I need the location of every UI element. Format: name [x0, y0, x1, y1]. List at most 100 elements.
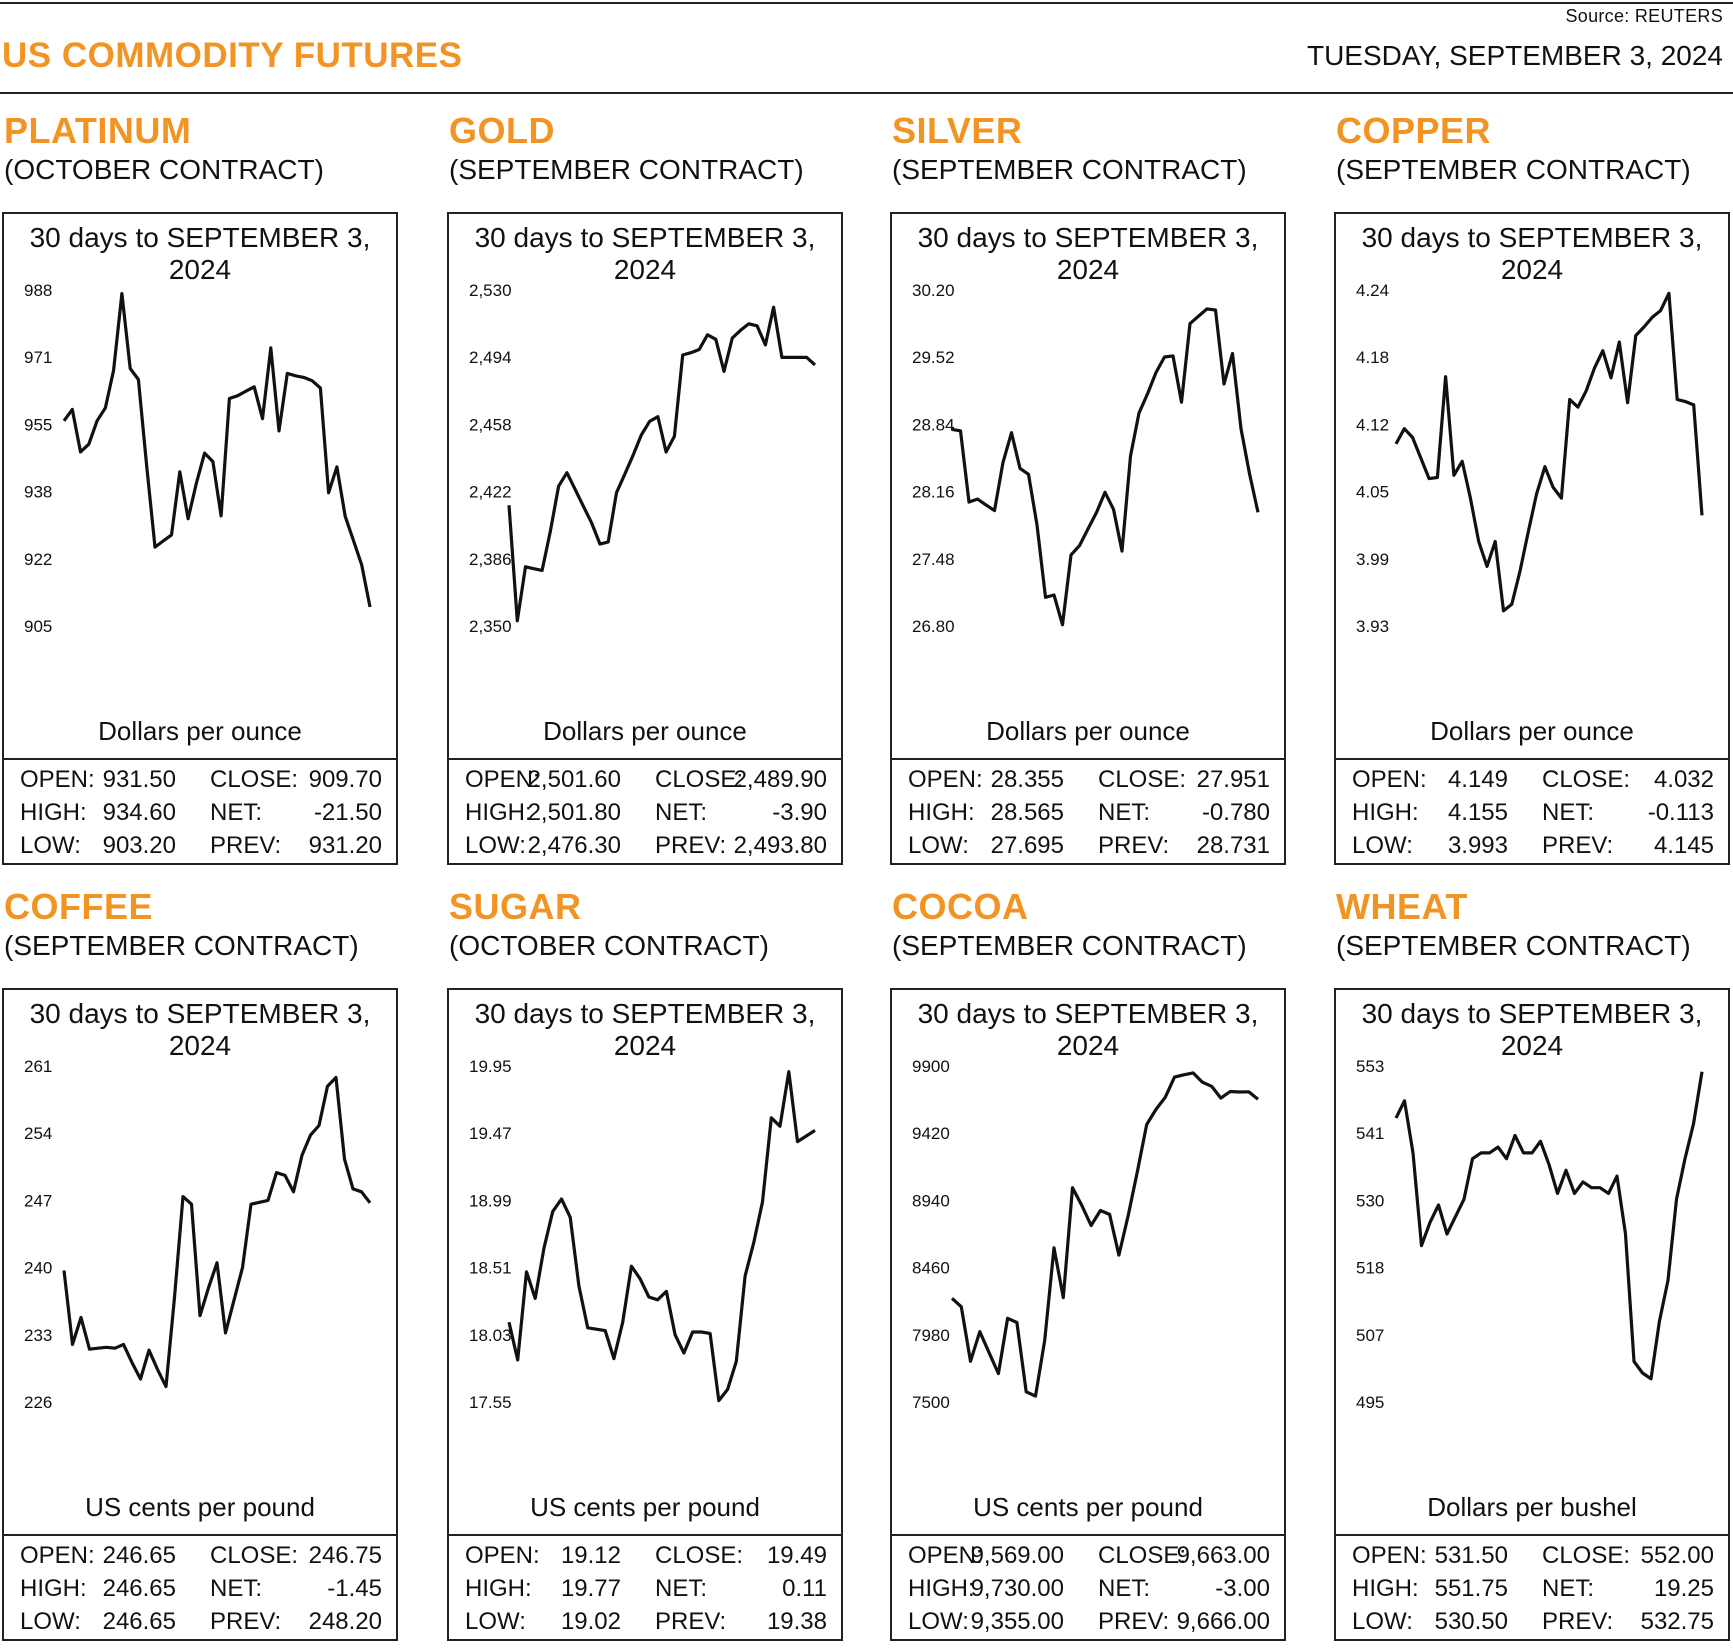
stat-value-close: 552.00 [1640, 1542, 1714, 1569]
contract-label: (SEPTEMBER CONTRACT) [4, 930, 359, 961]
stats-row: HIGH: 246.65 NET: -1.45 [4, 1575, 396, 1607]
stat-value-net: 0.11 [782, 1575, 827, 1602]
stats-row: LOW: 27.695 PREV: 28.731 [892, 832, 1284, 864]
price-series-line [1394, 291, 1704, 613]
stat-label-net: NET: [1542, 1575, 1595, 1602]
y-tick-label: 19.95 [469, 1057, 512, 1076]
stat-label-open: OPEN: [465, 766, 540, 793]
y-tick-label: 955 [24, 415, 52, 434]
chart-title: 30 days to SEPTEMBER 3, 2024 [1361, 998, 1703, 1061]
stats-row: HIGH: 19.77 NET: 0.11 [449, 1575, 841, 1607]
stat-label-net: NET: [1542, 799, 1595, 826]
stat-label-open: OPEN: [465, 1542, 540, 1569]
contract-label: (SEPTEMBER CONTRACT) [892, 154, 1247, 185]
y-tick-label: 518 [1356, 1259, 1384, 1278]
unit-label: Dollars per ounce [98, 716, 302, 746]
y-tick-label: 7500 [912, 1393, 950, 1412]
header-rule [0, 92, 1733, 94]
stat-value-close: 9,663.00 [1176, 1542, 1270, 1569]
stat-value-low: 19.02 [560, 1608, 621, 1635]
stat-label-open: OPEN: [1352, 1542, 1427, 1569]
stat-value-close: 27.951 [1196, 766, 1270, 793]
stat-label-prev: PREV: [655, 832, 727, 859]
stats-row: LOW: 3.993 PREV: 4.145 [1336, 832, 1728, 864]
stat-value-close: 4.032 [1653, 766, 1714, 793]
stat-label-low: LOW: [465, 832, 526, 859]
line-chart: 19.95 19.47 18.99 18.51 18.03 17.55 [469, 1057, 816, 1412]
unit-label: US cents per pound [85, 1492, 315, 1522]
stat-label-high: HIGH: [908, 1575, 975, 1602]
commodity-panel-silver: SILVER (SEPTEMBER CONTRACT) 30 days to S… [890, 96, 1335, 866]
stats-row: OPEN: 2,501.60 CLOSE: 2,489.90 [449, 766, 841, 798]
stat-label-high: HIGH: [465, 799, 532, 826]
y-tick-label: 8460 [912, 1259, 950, 1278]
chart-title: 30 days to SEPTEMBER 3, 2024 [474, 222, 816, 285]
stats-row: OPEN: 4.149 CLOSE: 4.032 [1336, 766, 1728, 798]
contract-label: (SEPTEMBER CONTRACT) [449, 154, 804, 185]
stat-label-prev: PREV: [655, 1608, 727, 1635]
stats-row: LOW: 2,476.30 PREV: 2,493.80 [449, 832, 841, 864]
line-chart: 988 971 955 938 922 905 [24, 281, 372, 636]
y-tick-label: 905 [24, 617, 52, 636]
stats-row: LOW: 19.02 PREV: 19.38 [449, 1608, 841, 1640]
y-tick-label: 4.12 [1356, 415, 1389, 434]
y-tick-label: 261 [24, 1057, 52, 1076]
stat-label-prev: PREV: [1098, 1608, 1170, 1635]
stats-row: HIGH: 28.565 NET: -0.780 [892, 799, 1284, 831]
stat-value-high: 4.155 [1447, 799, 1508, 826]
stat-label-close: CLOSE: [210, 766, 299, 793]
unit-label: Dollars per ounce [1430, 716, 1634, 746]
stat-label-low: LOW: [20, 832, 81, 859]
contract-label: (SEPTEMBER CONTRACT) [1336, 930, 1691, 961]
stat-value-net: -21.50 [313, 799, 382, 826]
stats-divider [4, 1534, 396, 1536]
commodity-panel-sugar: SUGAR (OCTOBER CONTRACT) 30 days to SEPT… [447, 872, 892, 1642]
stat-value-prev: 28.731 [1196, 832, 1270, 859]
stat-value-high: 9,730.00 [970, 1575, 1064, 1602]
stat-value-open: 4.149 [1447, 766, 1508, 793]
stat-label-prev: PREV: [1098, 832, 1170, 859]
stat-value-open: 19.12 [560, 1542, 621, 1569]
stat-value-low: 246.65 [102, 1608, 176, 1635]
y-tick-label: 226 [24, 1393, 52, 1412]
stats-row: HIGH: 9,730.00 NET: -3.00 [892, 1575, 1284, 1607]
stats-row: OPEN: 19.12 CLOSE: 19.49 [449, 1542, 841, 1574]
stat-value-prev: 248.20 [308, 1608, 382, 1635]
stat-label-close: CLOSE: [1098, 1542, 1187, 1569]
stat-value-low: 903.20 [102, 832, 176, 859]
stat-label-net: NET: [1098, 799, 1151, 826]
commodity-name: SILVER [892, 110, 1023, 151]
stat-value-prev: 9,666.00 [1176, 1608, 1270, 1635]
chart-title: 30 days to SEPTEMBER 3, 2024 [917, 222, 1259, 285]
unit-label: Dollars per bushel [1427, 1492, 1637, 1522]
stat-label-high: HIGH: [20, 1575, 87, 1602]
stat-label-close: CLOSE: [210, 1542, 299, 1569]
chart-title: 30 days to SEPTEMBER 3, 2024 [29, 222, 371, 285]
stat-value-close: 19.49 [766, 1542, 827, 1569]
stats-divider [449, 758, 841, 760]
stats-row: LOW: 9,355.00 PREV: 9,666.00 [892, 1608, 1284, 1640]
unit-label: Dollars per ounce [543, 716, 747, 746]
y-tick-label: 2,350 [469, 617, 512, 636]
commodity-panel-copper: COPPER (SEPTEMBER CONTRACT) 30 days to S… [1334, 96, 1733, 866]
chart-box: 30 days to SEPTEMBER 3, 2024 4.24 4.18 4.1… [1334, 212, 1730, 865]
stat-label-prev: PREV: [1542, 1608, 1614, 1635]
y-tick-label: 26.80 [912, 617, 955, 636]
y-tick-label: 2,530 [469, 281, 512, 300]
stat-value-close: 246.75 [308, 1542, 382, 1569]
stat-value-high: 934.60 [102, 799, 176, 826]
price-series-line [62, 1075, 372, 1389]
y-tick-label: 553 [1356, 1057, 1384, 1076]
stat-label-high: HIGH: [465, 1575, 532, 1602]
stat-value-prev: 931.20 [308, 832, 382, 859]
y-tick-label: 2,458 [469, 415, 512, 434]
unit-label: US cents per pound [530, 1492, 760, 1522]
stat-value-net: -0.113 [1647, 799, 1714, 826]
line-chart: 4.24 4.18 4.12 4.05 3.99 3.93 [1356, 281, 1704, 636]
price-series-line [951, 307, 1260, 627]
y-tick-label: 19.47 [469, 1124, 512, 1143]
stats-row: LOW: 530.50 PREV: 532.75 [1336, 1608, 1728, 1640]
stat-label-net: NET: [655, 1575, 708, 1602]
stat-value-open: 246.65 [102, 1542, 176, 1569]
stat-value-high: 28.565 [990, 799, 1064, 826]
